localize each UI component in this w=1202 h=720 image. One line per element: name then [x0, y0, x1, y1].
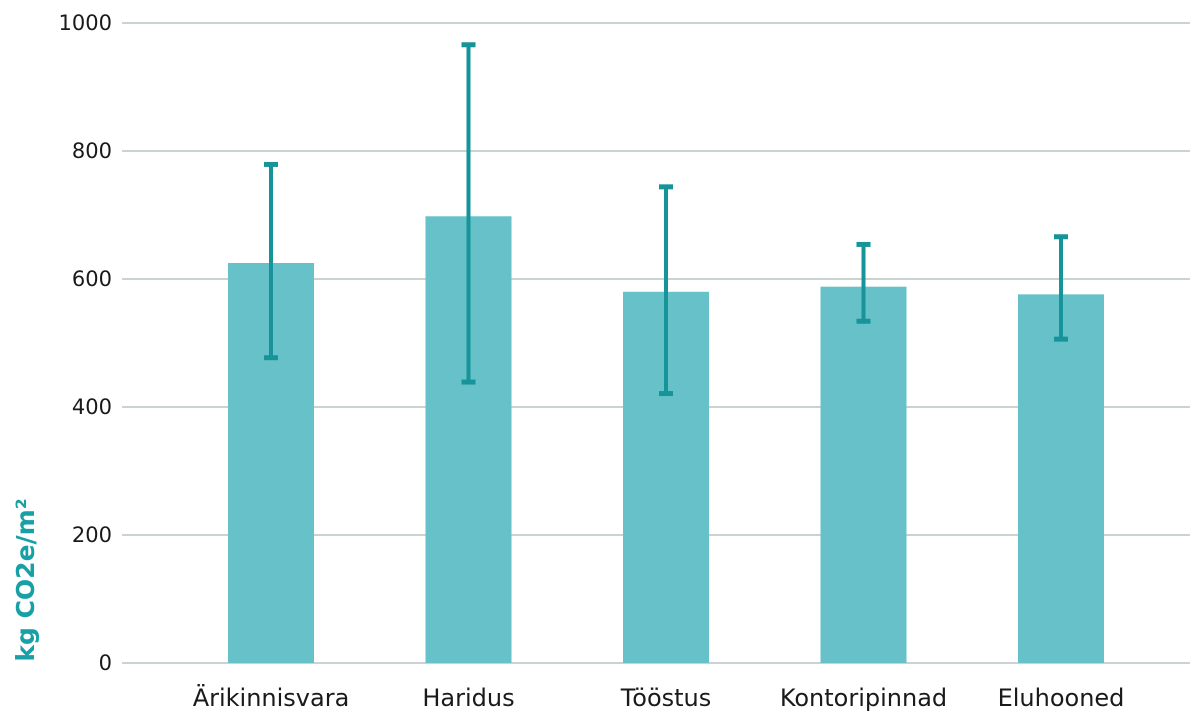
y-tick-label: 0 — [99, 651, 112, 675]
y-tick-label: 400 — [72, 395, 112, 419]
error-bars — [264, 42, 1068, 397]
category-label: Eluhooned — [998, 684, 1125, 712]
y-tick-label: 800 — [72, 139, 112, 163]
category-labels: Ärikinnisvara Haridus Tööstus Kontoripinnad… — [193, 683, 1125, 712]
y-tick-label: 1000 — [59, 11, 112, 35]
bar — [820, 286, 907, 663]
y-axis-label: kg CO2e/m² — [11, 498, 40, 661]
category-label: Tööstus — [620, 684, 712, 712]
category-label: Haridus — [422, 684, 514, 712]
y-tick-labels: 0 200 400 600 800 1000 — [59, 11, 112, 675]
y-tick-label: 600 — [72, 267, 112, 291]
category-label: Ärikinnisvara — [193, 683, 350, 712]
bar — [1018, 294, 1104, 663]
y-tick-label: 200 — [72, 523, 112, 547]
category-label: Kontoripinnad — [780, 684, 947, 712]
